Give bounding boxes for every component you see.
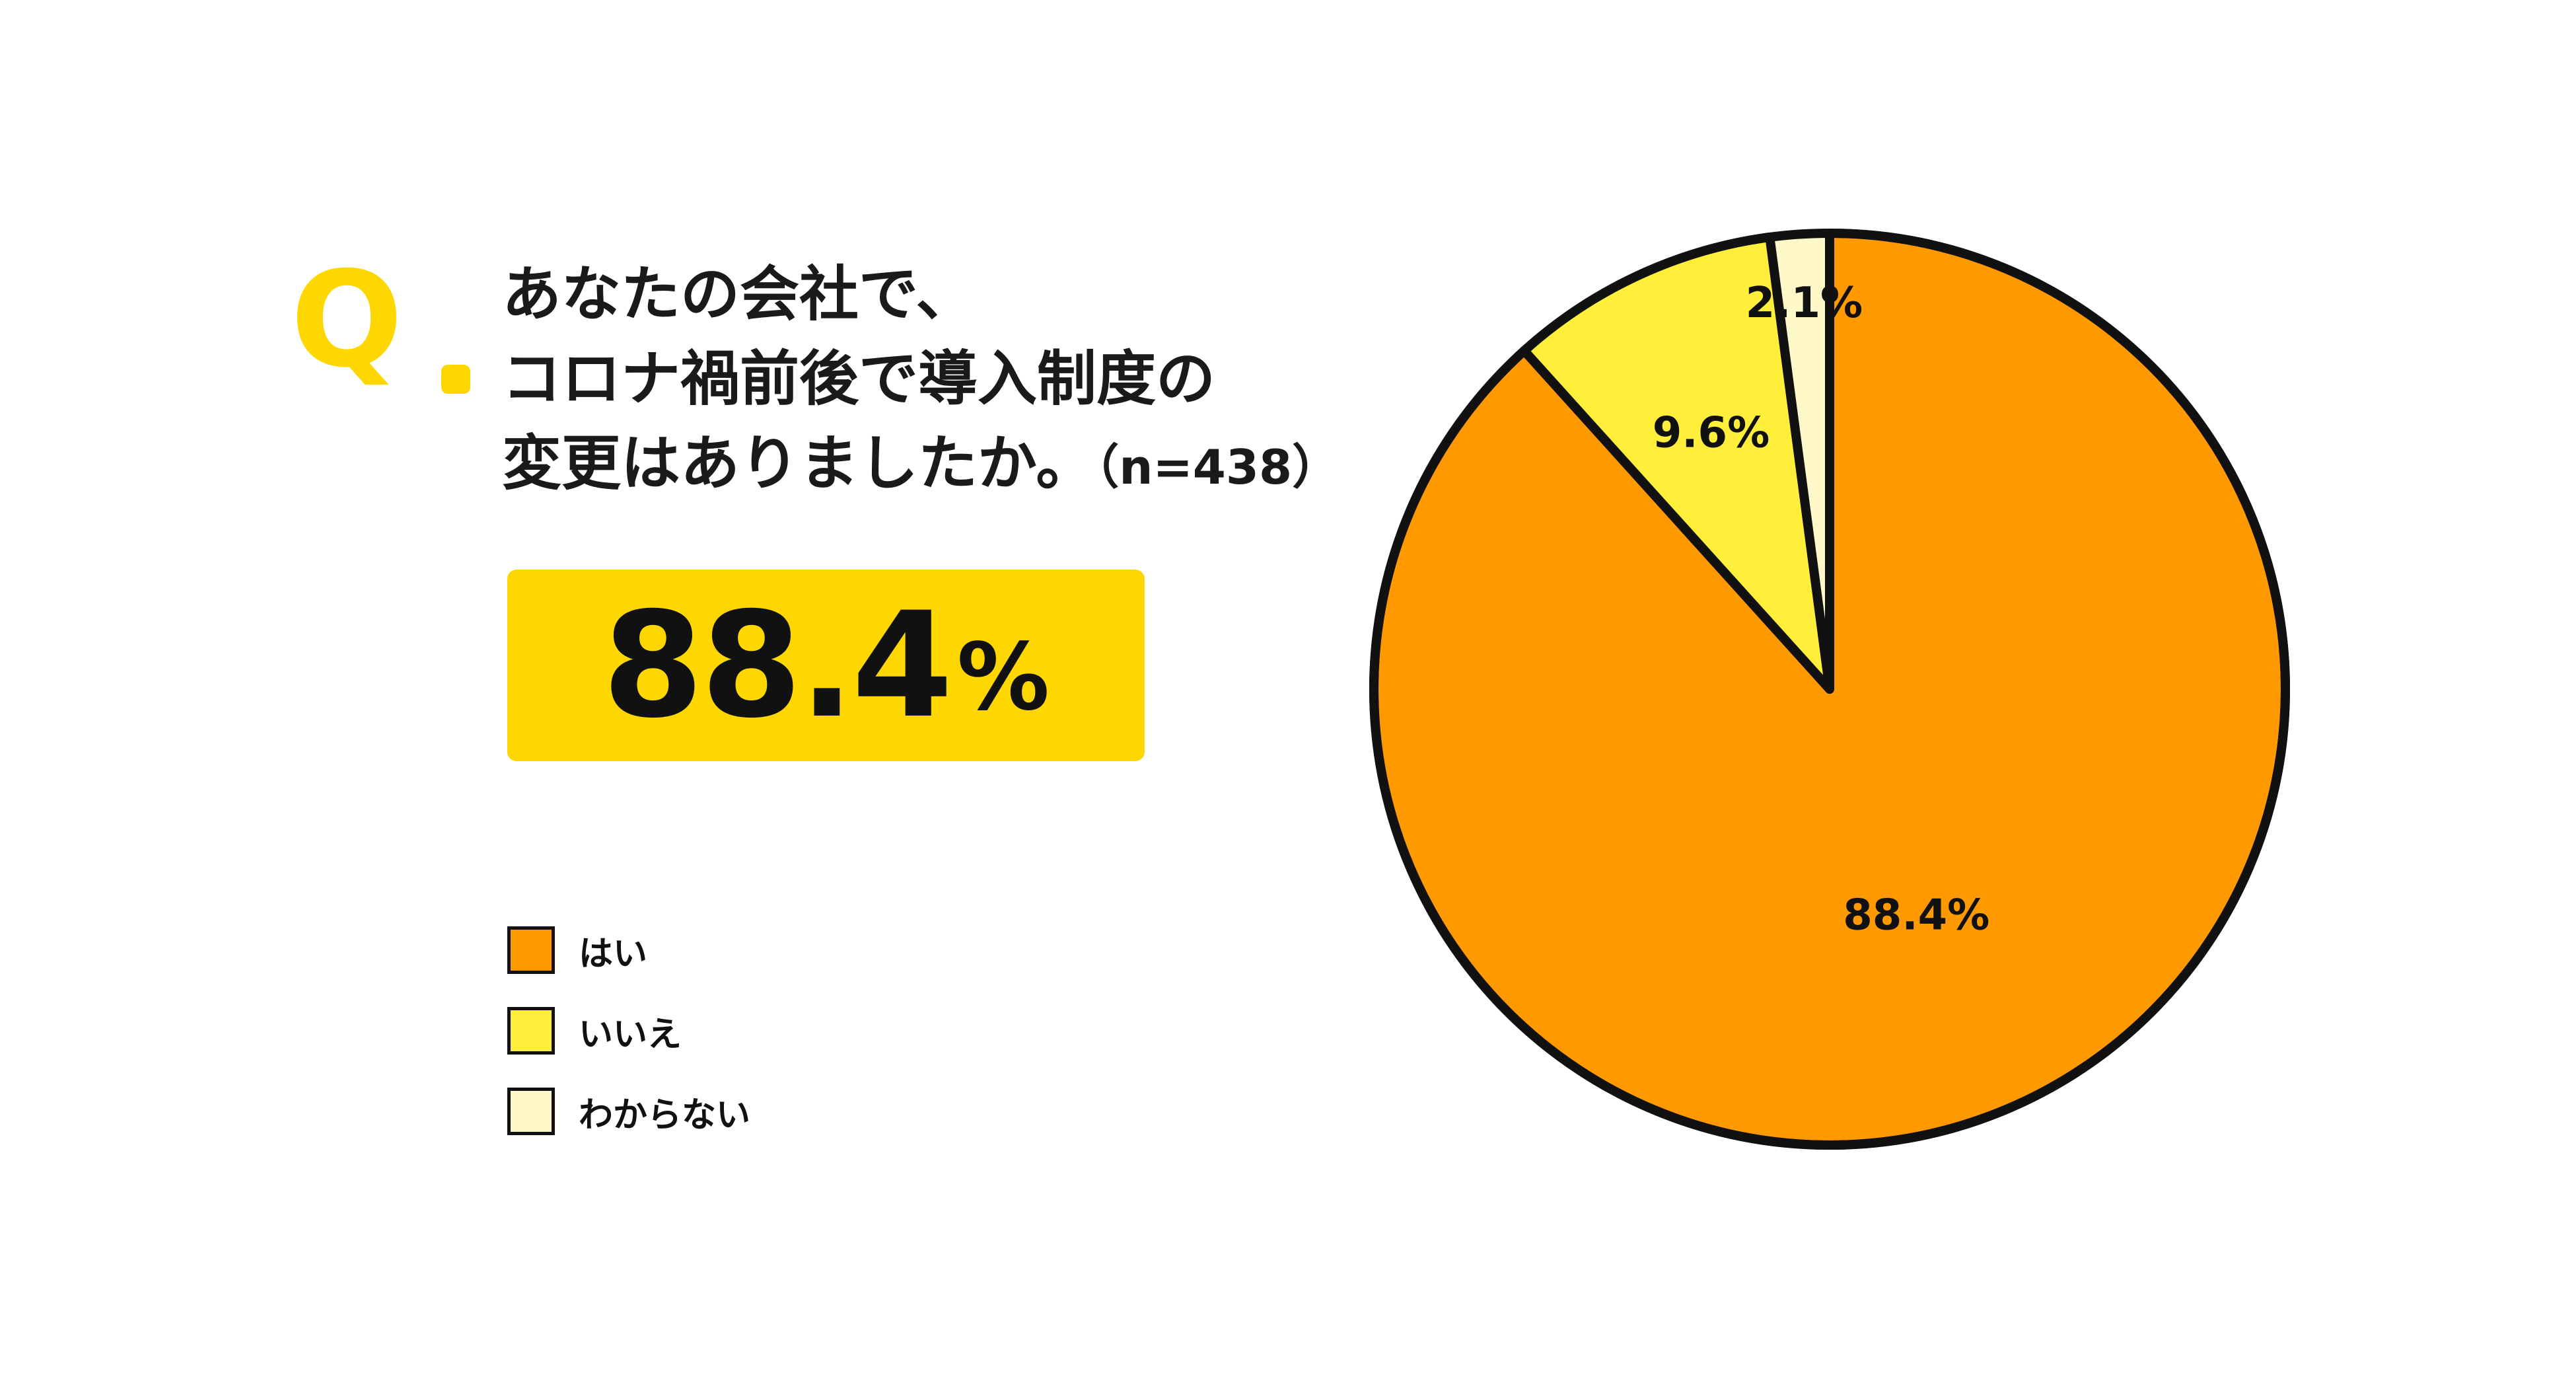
- highlight-value: 88.4: [602, 581, 953, 750]
- pie-label-unknown: 2.1%: [1746, 279, 1863, 328]
- sample-size: （n=438）: [1095, 439, 1340, 495]
- legend-swatch-no: [507, 1007, 555, 1055]
- legend-item-unknown: わからない: [507, 1085, 750, 1138]
- question-mark: Q: [291, 243, 403, 397]
- pie-outline: [1369, 229, 2290, 1150]
- question-line-2: コロナ禍前後で導入制度の: [502, 344, 1215, 414]
- legend-label-no: いいえ: [579, 1014, 682, 1055]
- legend-swatch-unknown: [507, 1088, 555, 1135]
- pie-label-no: 9.6%: [1653, 409, 1770, 458]
- highlight-unit: %: [956, 623, 1050, 731]
- legend-swatch-yes: [507, 926, 555, 974]
- question-line-3: 変更はありましたか。: [502, 429, 1096, 498]
- legend: はい いいえ わからない: [507, 924, 750, 1166]
- legend-label-unknown: わからない: [579, 1095, 751, 1135]
- highlight-box: 88.4%: [507, 570, 1145, 761]
- pie-label-yes: 88.4%: [1843, 891, 1989, 940]
- question-line-1: あなたの会社で、: [502, 260, 976, 329]
- legend-label-yes: はい: [579, 934, 648, 974]
- legend-item-yes: はい: [507, 924, 750, 977]
- question-text: あなたの会社で、 コロナ禍前後で導入制度の 変更はありましたか。（n=438）: [502, 252, 1340, 509]
- question-dot: [441, 365, 470, 394]
- legend-item-no: いいえ: [507, 1004, 750, 1057]
- question-line-3-wrap: 変更はありましたか。（n=438）: [502, 422, 1340, 509]
